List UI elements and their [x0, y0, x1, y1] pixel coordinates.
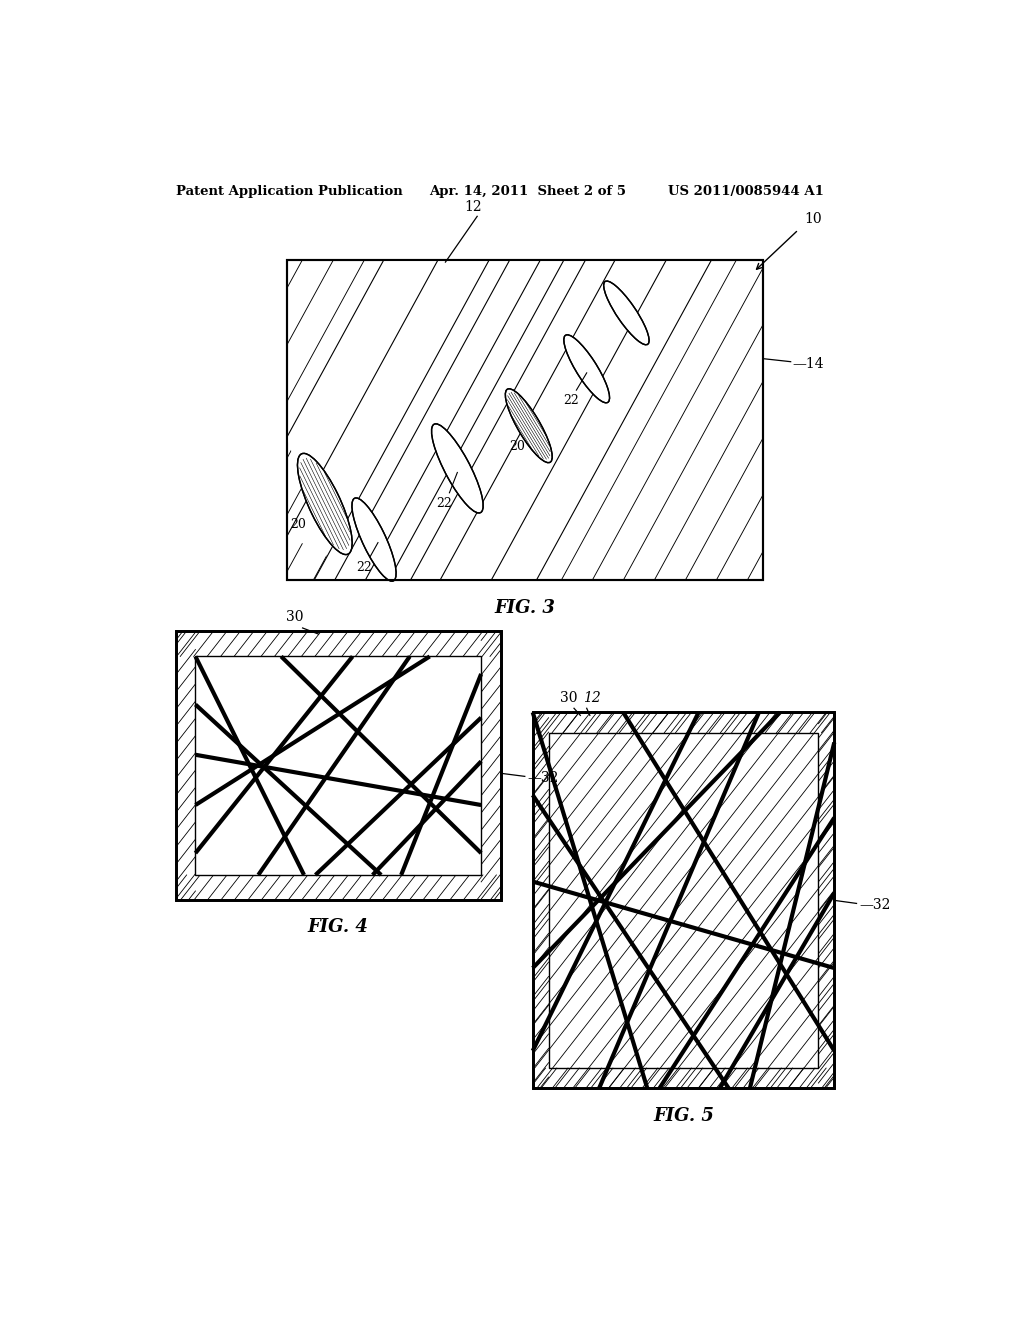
Text: 12: 12 [465, 201, 482, 214]
Text: 20: 20 [291, 517, 306, 531]
Text: Patent Application Publication: Patent Application Publication [176, 185, 402, 198]
Text: 22: 22 [436, 496, 452, 510]
Ellipse shape [297, 453, 352, 554]
Ellipse shape [604, 281, 649, 345]
Text: 22: 22 [563, 395, 579, 407]
Bar [532, 713, 835, 1089]
Text: FIG. 4: FIG. 4 [308, 917, 369, 936]
Bar [196, 656, 481, 875]
Polygon shape [411, 260, 712, 581]
Text: 10: 10 [804, 213, 822, 227]
Ellipse shape [564, 335, 609, 403]
Text: US 2011/0085944 A1: US 2011/0085944 A1 [668, 185, 823, 198]
Text: FIG. 3: FIG. 3 [495, 599, 555, 616]
Ellipse shape [431, 424, 483, 513]
Polygon shape [314, 260, 615, 581]
Text: —32: —32 [527, 771, 558, 785]
Text: 12: 12 [584, 692, 601, 705]
Bar [176, 631, 501, 900]
Text: —32: —32 [859, 899, 890, 912]
Text: FIG. 5: FIG. 5 [653, 1107, 714, 1125]
Bar [196, 656, 481, 875]
Polygon shape [287, 260, 564, 581]
Text: 20: 20 [509, 440, 525, 453]
Text: —14: —14 [793, 356, 824, 371]
Text: Apr. 14, 2011  Sheet 2 of 5: Apr. 14, 2011 Sheet 2 of 5 [430, 185, 627, 198]
Bar [176, 631, 501, 900]
Bar [549, 733, 818, 1068]
Ellipse shape [505, 389, 552, 463]
Polygon shape [287, 260, 510, 581]
Bar [287, 260, 763, 581]
Text: 30: 30 [286, 610, 303, 624]
Ellipse shape [352, 498, 396, 581]
Text: 22: 22 [356, 561, 373, 574]
Text: 30: 30 [560, 692, 578, 705]
Bar [287, 260, 763, 581]
Polygon shape [366, 260, 667, 581]
Bar [532, 713, 835, 1089]
